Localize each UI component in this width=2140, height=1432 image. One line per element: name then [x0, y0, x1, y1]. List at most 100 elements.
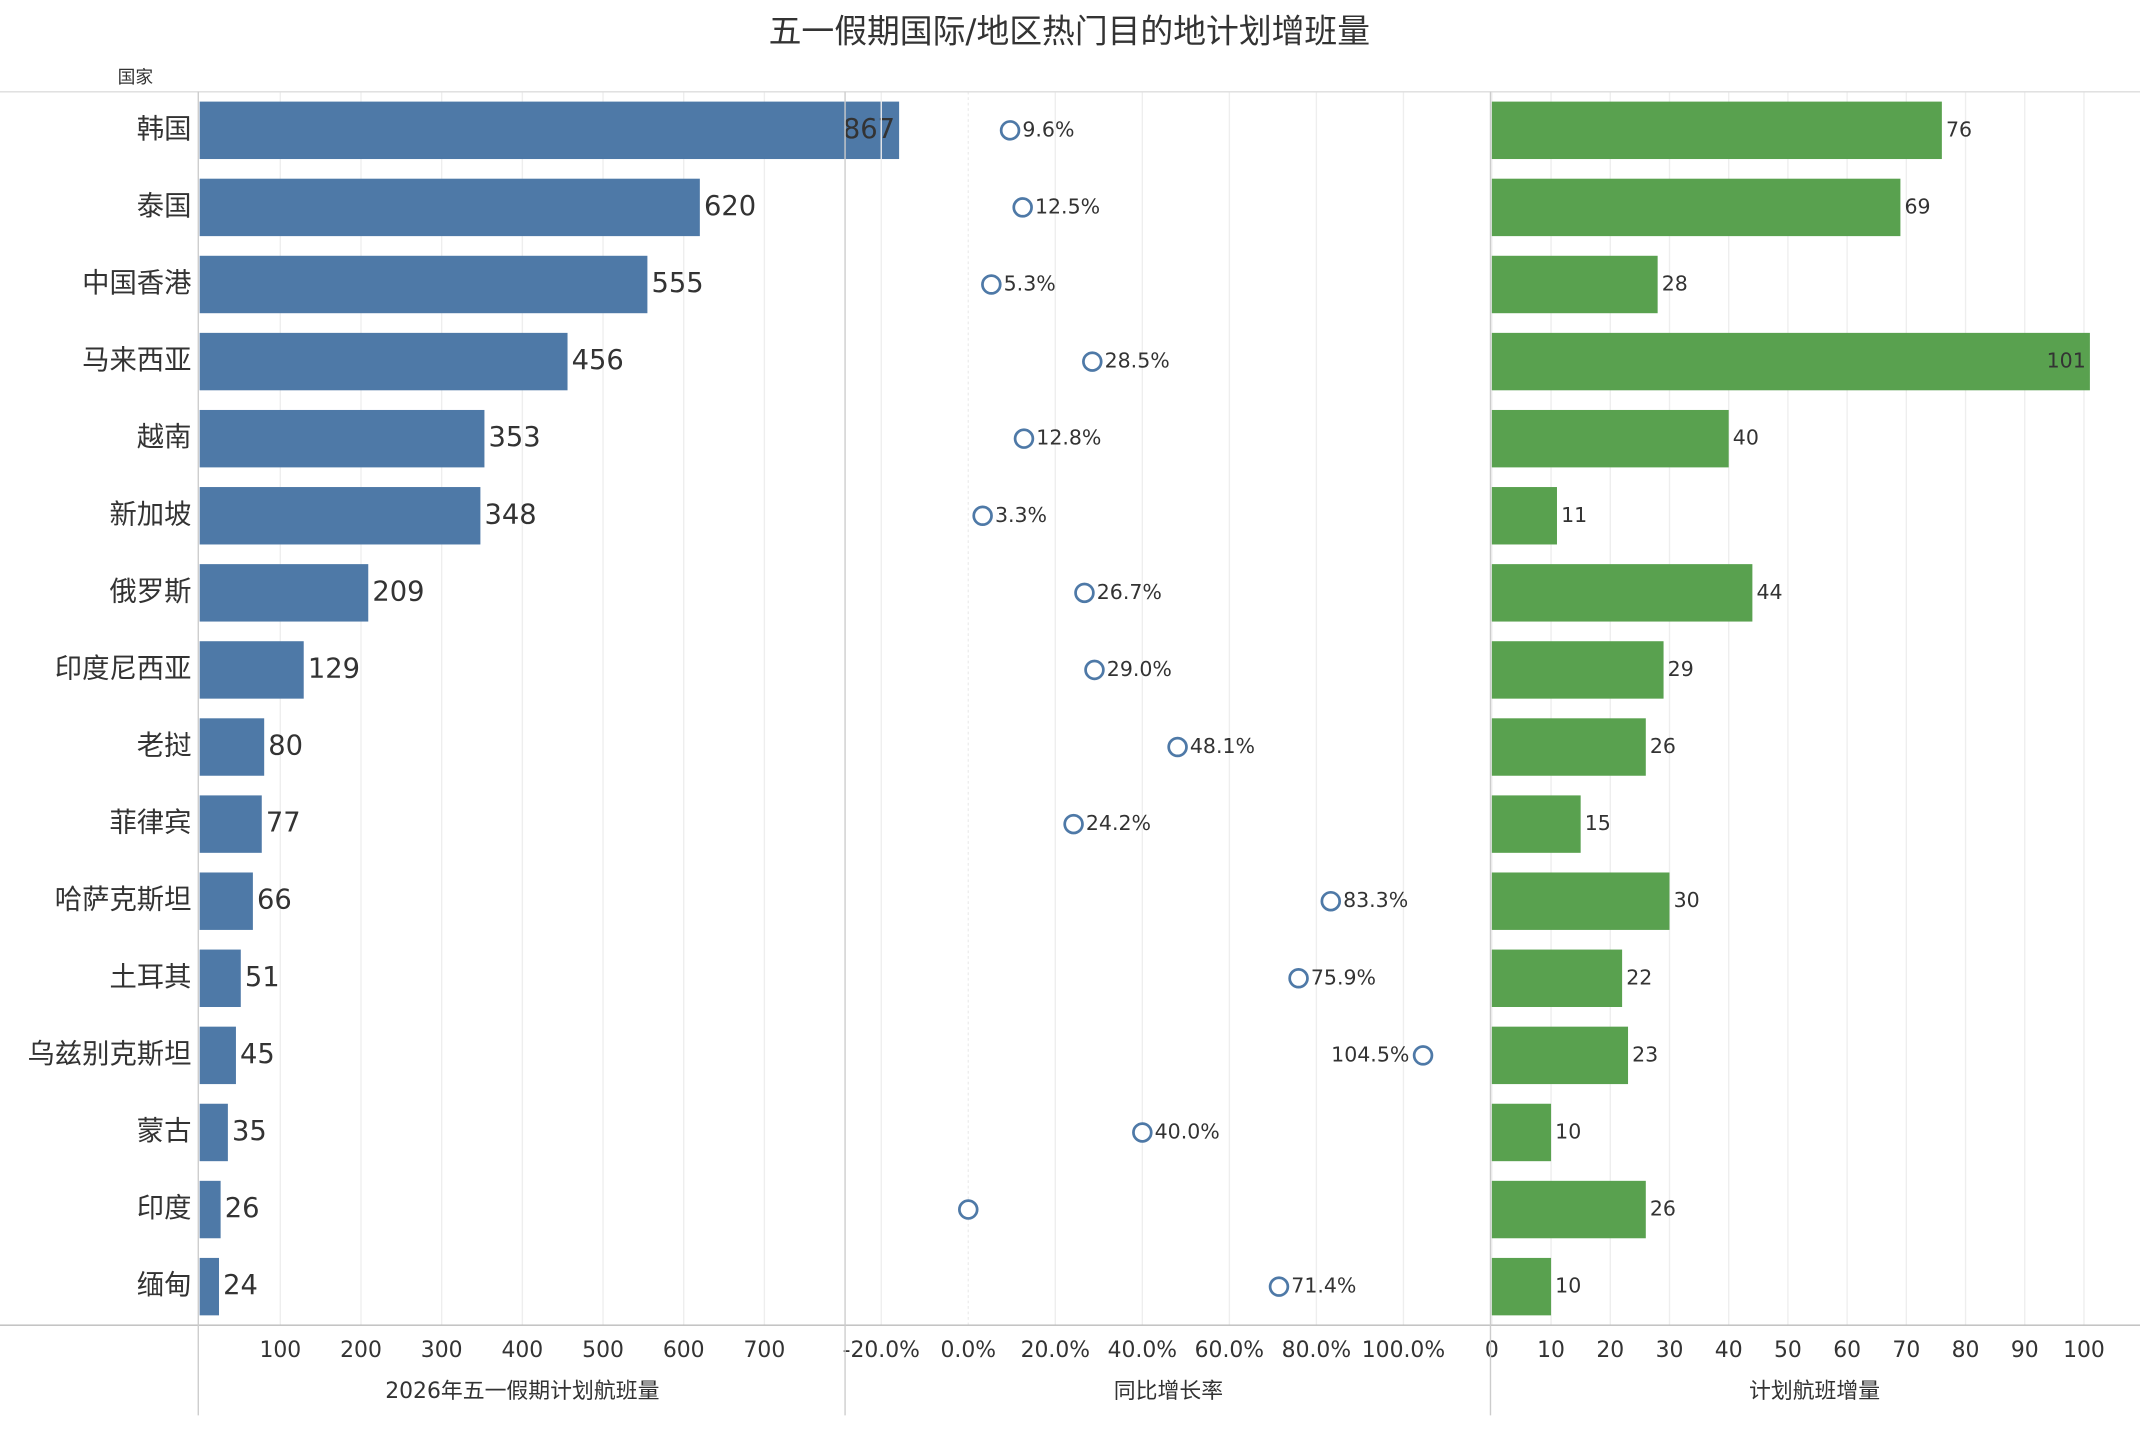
- dot: [1167, 736, 1188, 758]
- x-tick-label: 300: [421, 1338, 463, 1363]
- data-label: 12.8%: [1036, 426, 1101, 450]
- row-label: 菲律宾: [109, 808, 191, 839]
- x-tick-label: 80.0%: [1282, 1338, 1351, 1363]
- x-tick-label: 20: [1596, 1338, 1624, 1363]
- bar: [1491, 101, 1942, 160]
- row-label: 越南: [137, 422, 192, 453]
- data-label: 101: [2047, 349, 2086, 373]
- data-label: 209: [372, 576, 424, 607]
- dot: [1013, 428, 1035, 449]
- row-label: 马来西亚: [82, 345, 191, 376]
- data-label: 26: [1650, 1197, 1676, 1221]
- data-label: 26: [1650, 734, 1676, 758]
- data-label: 40: [1733, 426, 1759, 450]
- chart-title: 五一假期国际/地区热门目的地计划增班量: [769, 12, 1370, 50]
- bar: [199, 795, 262, 853]
- x-axis-title: 计划航班增量: [1749, 1379, 1880, 1404]
- data-label: 45: [240, 1039, 275, 1070]
- bar: [199, 409, 485, 468]
- data-label: 35: [232, 1116, 267, 1147]
- dot: [999, 120, 1021, 141]
- row-label: 缅甸: [137, 1270, 192, 1301]
- data-label: 3.3%: [995, 503, 1047, 527]
- x-tick-label: 0.0%: [941, 1338, 997, 1363]
- x-tick-label: 40: [1715, 1338, 1743, 1363]
- dot: [1084, 659, 1105, 681]
- data-label: 28: [1662, 271, 1688, 295]
- row-label: 泰国: [137, 191, 192, 222]
- row-label: 哈萨克斯坦: [55, 885, 192, 916]
- bar: [1491, 1180, 1646, 1239]
- x-tick-label: 40.0%: [1108, 1338, 1177, 1363]
- bar: [1491, 1103, 1552, 1162]
- row-label: 土耳其: [109, 962, 191, 993]
- data-label: 12.5%: [1035, 194, 1100, 218]
- bar: [199, 487, 481, 545]
- bar: [199, 178, 700, 237]
- data-label: 26: [225, 1193, 260, 1224]
- data-label: 555: [652, 268, 704, 299]
- row-label: 韩国: [137, 114, 192, 145]
- data-label: 104.5%: [1331, 1042, 1409, 1066]
- bar: [199, 872, 253, 930]
- row-label: 印度尼西亚: [55, 653, 192, 684]
- bar: [1491, 1257, 1552, 1316]
- row-label: 新加坡: [109, 499, 191, 530]
- bar: [1491, 409, 1729, 468]
- bar: [1491, 1026, 1629, 1085]
- data-label: 71.4%: [1291, 1274, 1356, 1298]
- x-tick-label: 30: [1656, 1338, 1684, 1363]
- data-label: 44: [1756, 580, 1782, 604]
- row-label: 中国香港: [82, 268, 191, 299]
- dot: [958, 1199, 979, 1220]
- data-label: 29: [1668, 657, 1694, 681]
- data-label: 76: [1946, 117, 1972, 141]
- bar: [199, 101, 900, 160]
- dot: [1074, 582, 1095, 604]
- bar: [1491, 949, 1623, 1008]
- x-axis-title: 2026年五一假期计划航班量: [385, 1379, 659, 1404]
- data-label: 22: [1626, 965, 1652, 989]
- x-tick-label: 60: [1833, 1338, 1861, 1363]
- bar: [199, 332, 568, 391]
- x-tick-label: 100: [259, 1338, 301, 1363]
- data-label: 28.5%: [1105, 349, 1170, 373]
- bar: [199, 641, 304, 699]
- data-label: 75.9%: [1311, 965, 1376, 989]
- data-label: 80: [268, 731, 303, 762]
- dot: [1063, 813, 1084, 835]
- data-label: 620: [704, 191, 756, 222]
- data-label: 867: [843, 114, 895, 145]
- data-label: 10: [1555, 1119, 1581, 1143]
- x-tick-label: 90: [2011, 1338, 2039, 1363]
- data-label: 83.3%: [1343, 888, 1408, 912]
- bar: [1491, 795, 1581, 853]
- row-header: 国家: [118, 67, 154, 88]
- data-label: 129: [308, 653, 360, 684]
- x-tick-label: 400: [501, 1338, 543, 1363]
- data-label: 30: [1674, 888, 1700, 912]
- x-tick-label: 600: [663, 1338, 705, 1363]
- bar: [199, 718, 265, 776]
- bar: [199, 564, 369, 622]
- data-label: 69: [1905, 194, 1931, 218]
- x-tick-label: 100.0%: [1362, 1338, 1445, 1363]
- bar: [1491, 255, 1658, 314]
- x-tick-label: -20.0%: [843, 1338, 920, 1363]
- bar: [199, 1257, 220, 1316]
- dot: [981, 274, 1002, 295]
- data-label: 24.2%: [1086, 811, 1151, 835]
- x-tick-label: 60.0%: [1195, 1338, 1264, 1363]
- data-label: 77: [266, 808, 301, 839]
- x-tick-label: 80: [1952, 1338, 1980, 1363]
- data-label: 10: [1555, 1274, 1581, 1298]
- data-label: 48.1%: [1190, 734, 1255, 758]
- bar: [1491, 718, 1646, 776]
- data-label: 24: [223, 1270, 258, 1301]
- data-label: 66: [257, 885, 292, 916]
- data-label: 11: [1561, 503, 1587, 527]
- data-label: 51: [245, 962, 280, 993]
- x-tick-label: 50: [1774, 1338, 1802, 1363]
